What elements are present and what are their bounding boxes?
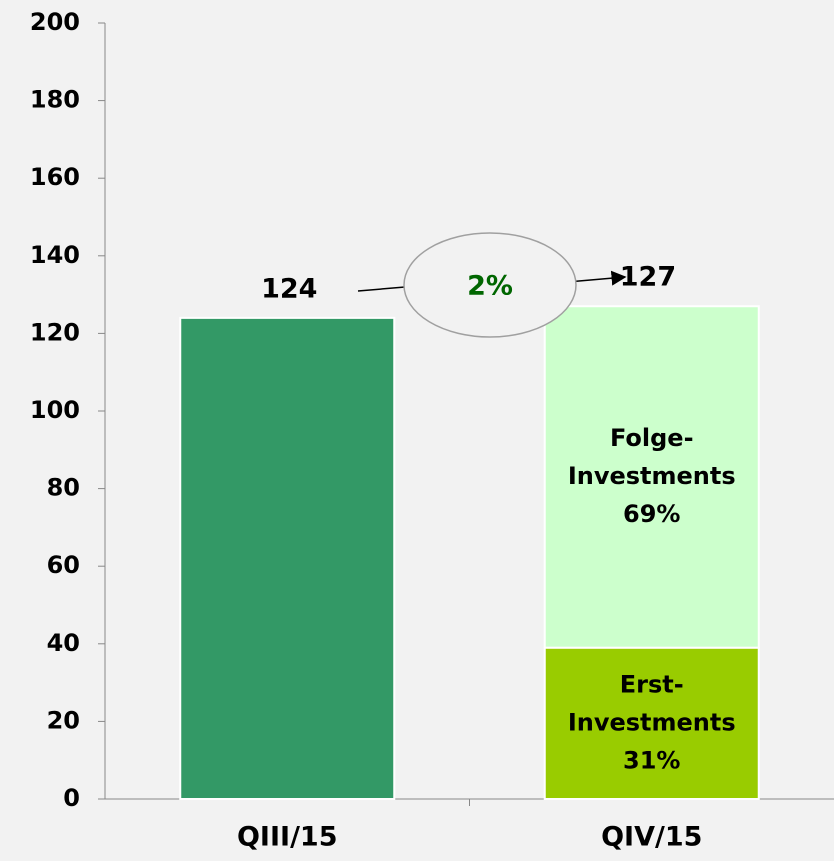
y-tick-label: 60 — [47, 551, 80, 579]
y-tick-label: 140 — [30, 241, 80, 269]
segment-label: Erst- Investments 31% — [568, 670, 736, 774]
bar-segment — [179, 316, 396, 800]
segment-name: Erst- Investments — [568, 670, 736, 736]
segment-name-line: Erst- — [620, 670, 684, 698]
segment-name-line: Investments — [568, 462, 736, 490]
total-label: 127 — [620, 262, 676, 293]
segment-share: 69% — [623, 500, 680, 528]
segment-name-line: Investments — [568, 708, 736, 736]
bar-segment — [543, 646, 760, 800]
y-tick-label: 20 — [47, 706, 80, 734]
y-tick-label: 180 — [30, 86, 80, 114]
segment-label: Folge- Investments 69% — [568, 424, 736, 528]
y-tick-label: 160 — [30, 163, 80, 191]
y-tick-label: 80 — [47, 474, 80, 502]
segment-name-line: Folge- — [610, 424, 694, 452]
y-tick-label: 100 — [30, 396, 80, 424]
y-tick-label: 40 — [47, 629, 80, 657]
total-label: 124 — [261, 273, 317, 304]
growth-bubble — [403, 232, 577, 338]
arrow — [357, 286, 406, 292]
y-tick-label: 0 — [63, 784, 80, 812]
growth-label: 2% — [467, 271, 513, 302]
segment-name: Folge- Investments — [568, 424, 736, 490]
x-tick-label: QIII/15 — [237, 822, 338, 853]
segment-share: 31% — [623, 746, 680, 774]
x-tick-label: QIV/15 — [601, 822, 702, 853]
y-tick-label: 200 — [30, 8, 80, 36]
y-tick-label: 120 — [30, 318, 80, 346]
bar-segment — [543, 305, 760, 649]
